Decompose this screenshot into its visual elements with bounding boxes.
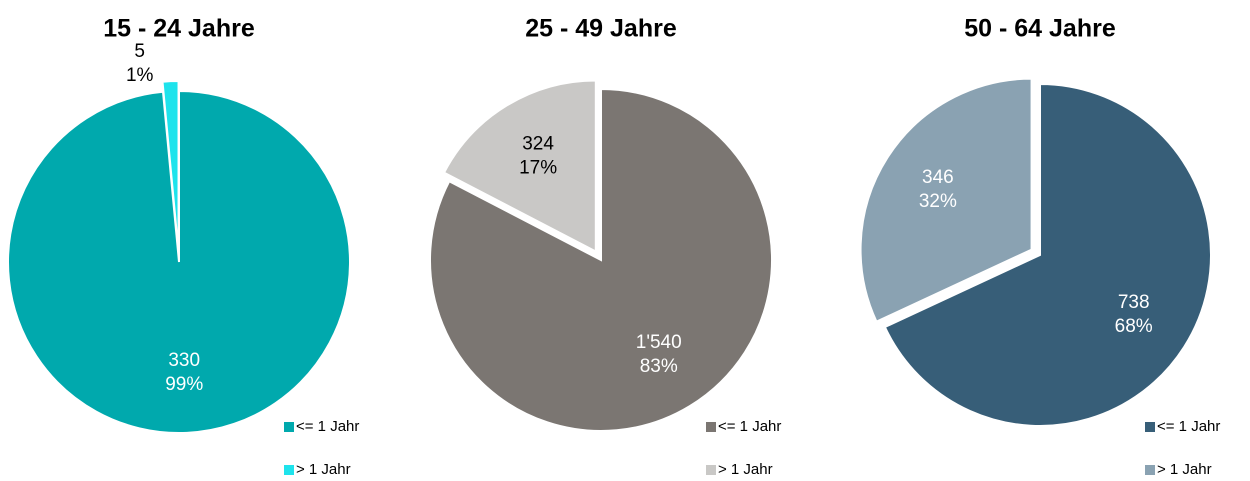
pie-slice	[442, 79, 597, 254]
value-label: 346	[922, 167, 954, 188]
percent-label: 17%	[519, 157, 557, 178]
legend-swatch	[284, 465, 294, 475]
pie-slice	[161, 80, 180, 253]
pie-slice	[859, 77, 1033, 323]
legend-label: > 1 Jahr	[718, 461, 773, 478]
pie-slice	[883, 82, 1212, 427]
percent-label: 32%	[919, 191, 957, 212]
pie-slice	[429, 87, 773, 432]
value-label: 738	[1118, 292, 1150, 313]
legend-label: <= 1 Jahr	[1157, 418, 1220, 435]
percent-label: 83%	[640, 356, 678, 377]
legend-swatch	[1145, 422, 1155, 432]
value-label: 324	[522, 133, 554, 154]
legend-swatch	[706, 465, 716, 475]
legend-swatch	[284, 422, 294, 432]
legend-swatch	[1145, 465, 1155, 475]
percent-label: 1%	[126, 65, 154, 86]
legend-label: <= 1 Jahr	[718, 418, 781, 435]
value-label: 1'540	[636, 332, 682, 353]
pie-slice	[7, 89, 351, 434]
legend-label: > 1 Jahr	[296, 461, 351, 478]
chart-title: 50 - 64 Jahre	[964, 15, 1116, 43]
chart-title: 25 - 49 Jahre	[525, 15, 677, 43]
legend-swatch	[706, 422, 716, 432]
percent-label: 99%	[165, 374, 203, 395]
value-label: 330	[168, 350, 200, 371]
chart-title: 15 - 24 Jahre	[103, 15, 255, 43]
legend-label: > 1 Jahr	[1157, 461, 1212, 478]
percent-label: 68%	[1115, 316, 1153, 337]
value-label: 5	[134, 41, 145, 62]
legend-label: <= 1 Jahr	[296, 418, 359, 435]
